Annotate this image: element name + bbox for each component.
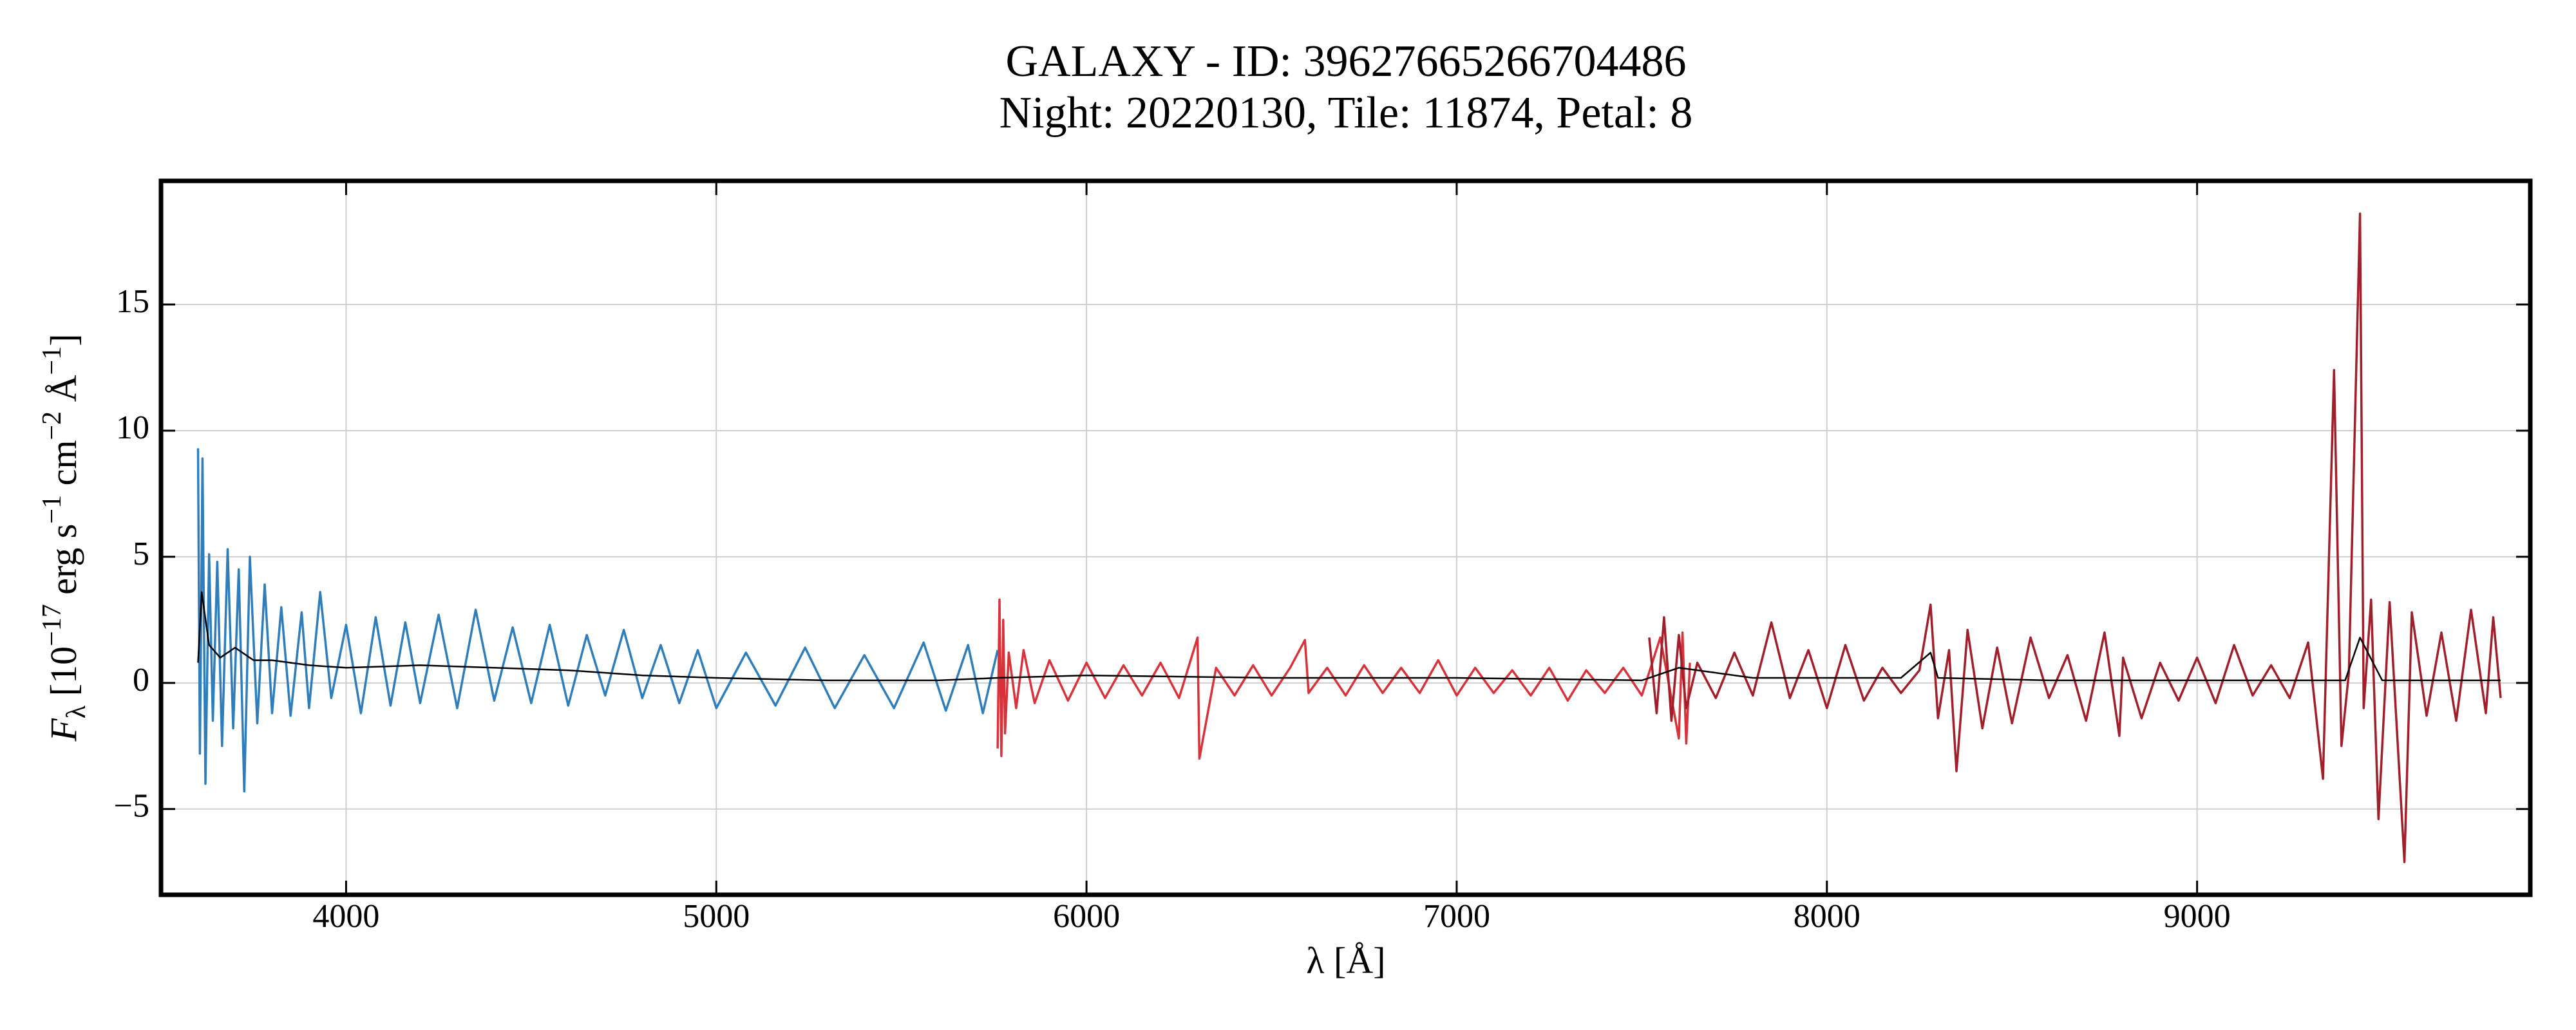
spectrum-line (196, 448, 999, 793)
spectrum-line (996, 598, 1691, 760)
y-axis-label-part: ] (43, 333, 84, 346)
x-tick-label: 4000 (312, 898, 379, 935)
y-axis-label-part: −1 (37, 346, 67, 375)
y-tick-label: 10 (116, 409, 149, 446)
x-tick-label: 8000 (1794, 898, 1861, 935)
x-tick-label: 9000 (2164, 898, 2231, 935)
y-tick-label: 5 (133, 536, 149, 572)
y-tick-label: 15 (116, 283, 149, 320)
y-axis-label-part: Å (43, 375, 84, 411)
x-axis-label: λ [Å] (1306, 939, 1385, 981)
chart-subtitle: Night: 20220130, Tile: 11874, Petal: 8 (999, 88, 1693, 138)
spectrum-line (1648, 212, 2502, 863)
y-tick-label: −5 (114, 788, 149, 825)
plot-frame (158, 178, 2533, 897)
x-tick-label: 7000 (1423, 898, 1490, 935)
y-axis-label: Fλ [10−17 erg s−1 cm−2 Å−1] (37, 333, 91, 742)
x-tick-label: 6000 (1053, 898, 1120, 935)
y-axis-label-part: −2 (37, 411, 67, 440)
spectrum-line (197, 591, 2501, 682)
y-axis-label-part: erg s (43, 524, 84, 604)
x-tick-label: 5000 (683, 898, 750, 935)
y-tick-label: 0 (133, 662, 149, 698)
y-axis-label-part: λ (62, 705, 91, 718)
chart-title: GALAXY - ID: 39627665266704486 (1005, 37, 1686, 86)
y-axis-label-part: −17 (37, 604, 67, 646)
y-axis-label-part: [10 (43, 646, 84, 706)
y-axis-label-part: F (43, 718, 84, 742)
y-axis-label-part: −1 (37, 495, 67, 524)
y-axis-label-part: cm (43, 440, 84, 495)
